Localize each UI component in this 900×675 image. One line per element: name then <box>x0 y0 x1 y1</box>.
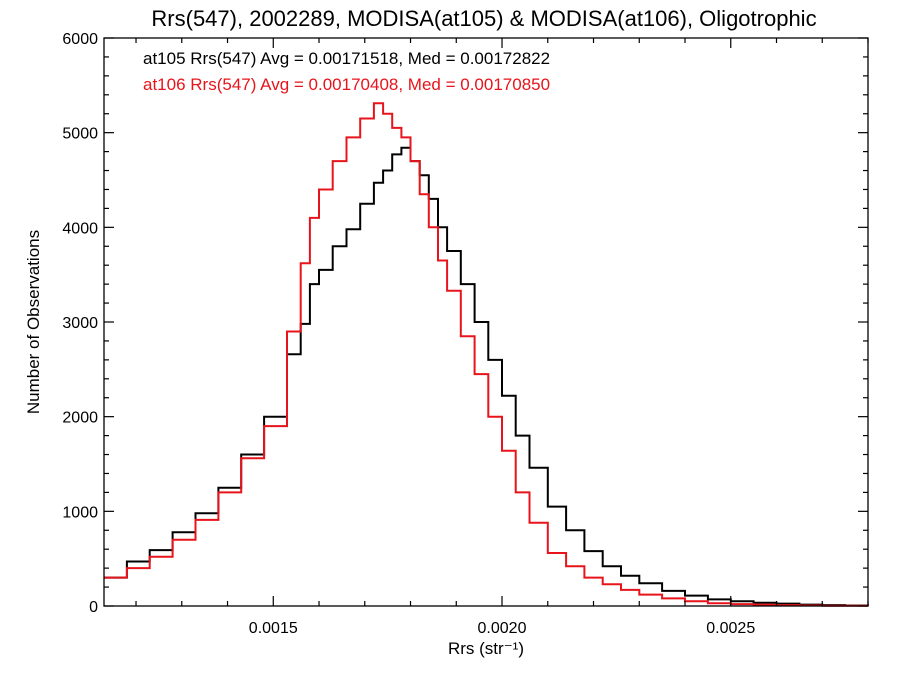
x-tick-label: 0.0020 <box>478 620 527 637</box>
x-axis-label: Rrs (str⁻¹) <box>448 639 524 658</box>
legend-entry: at106 Rrs(547) Avg = 0.00170408, Med = 0… <box>143 75 550 94</box>
y-tick-label: 0 <box>89 599 98 616</box>
legend: at105 Rrs(547) Avg = 0.00171518, Med = 0… <box>143 49 550 94</box>
y-axis: 0 1000 2000 3000 4000 5000 6000 <box>62 31 868 616</box>
y-tick-label: 6000 <box>62 31 98 48</box>
legend-entry: at105 Rrs(547) Avg = 0.00171518, Med = 0… <box>143 49 550 68</box>
y-tick-label: 3000 <box>62 315 98 332</box>
series-line-at105 <box>104 146 869 607</box>
y-tick-label: 1000 <box>62 504 98 521</box>
y-tick-label: 4000 <box>62 220 98 237</box>
x-axis: 0.0015 0.0020 0.0025 <box>135 38 869 637</box>
x-tick-label: 0.0025 <box>706 620 755 637</box>
y-tick-label: 2000 <box>62 410 98 427</box>
series-layer <box>104 102 869 607</box>
x-tick-label: 0.0015 <box>249 620 298 637</box>
series-line-at106 <box>104 102 869 607</box>
y-tick-label: 5000 <box>62 126 98 143</box>
y-axis-label: Number of Observations <box>24 230 43 414</box>
chart-title: Rrs(547), 2002289, MODISA(at105) & MODIS… <box>151 6 816 31</box>
